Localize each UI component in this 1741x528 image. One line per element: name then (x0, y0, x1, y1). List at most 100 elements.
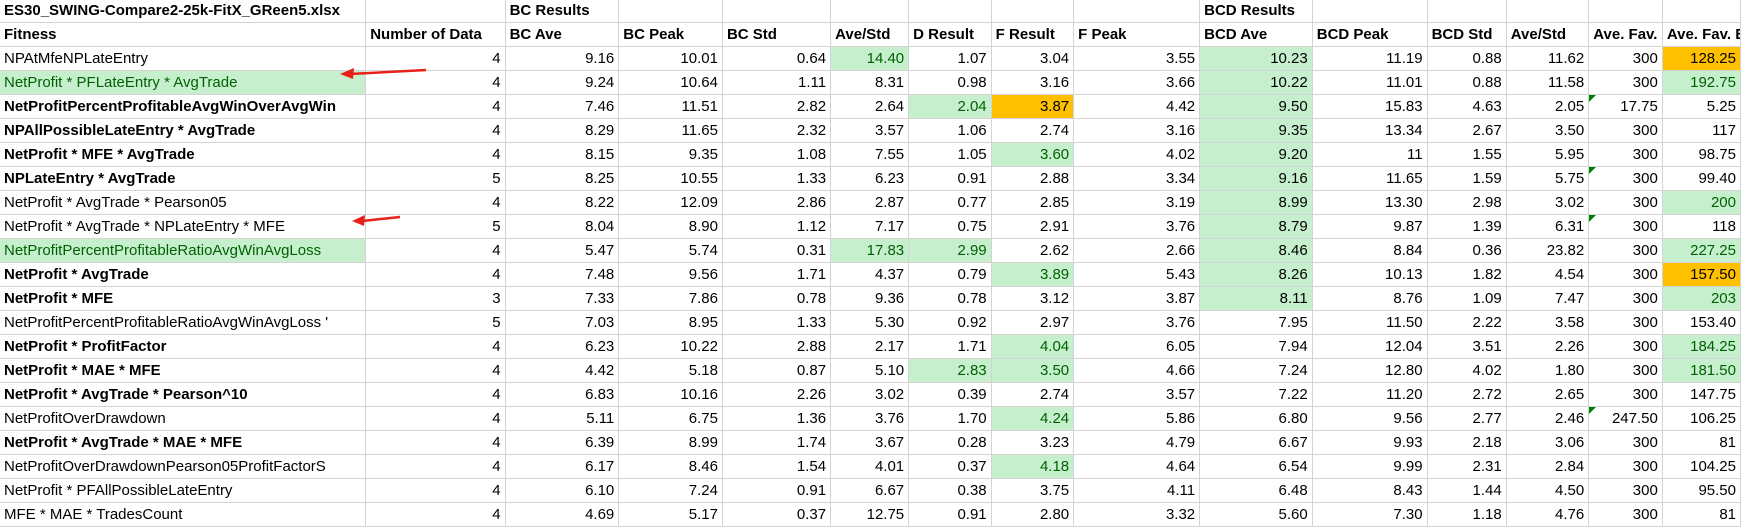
data-cell[interactable]: 2.91 (991, 214, 1075, 239)
data-cell[interactable]: 6.23 (830, 166, 910, 191)
data-cell[interactable]: 1.55 (1427, 142, 1507, 167)
data-cell[interactable]: 4 (365, 70, 506, 95)
data-cell[interactable]: 5.95 (1506, 142, 1590, 167)
data-cell[interactable]: 14.40 (830, 46, 910, 71)
data-cell[interactable]: 4.01 (830, 454, 910, 479)
data-cell[interactable]: 7.46 (505, 94, 620, 119)
cell[interactable] (1427, 0, 1507, 23)
data-cell[interactable]: 8.43 (1312, 478, 1428, 503)
data-cell[interactable]: 0.38 (908, 478, 992, 503)
cell[interactable] (1506, 0, 1590, 23)
data-cell[interactable]: 300 (1588, 142, 1663, 167)
data-cell[interactable]: 300 (1588, 214, 1663, 239)
data-cell[interactable]: 2.22 (1427, 310, 1507, 335)
data-cell[interactable]: 4 (365, 478, 506, 503)
data-cell[interactable]: 1.71 (722, 262, 832, 287)
data-cell[interactable]: 8.26 (1199, 262, 1313, 287)
data-cell[interactable]: 300 (1588, 358, 1663, 383)
data-cell[interactable]: 7.22 (1199, 382, 1313, 407)
data-cell[interactable]: 200 (1662, 190, 1741, 215)
data-cell[interactable]: 7.24 (1199, 358, 1313, 383)
data-cell[interactable]: 300 (1588, 118, 1663, 143)
data-cell[interactable]: 7.03 (505, 310, 620, 335)
data-cell[interactable]: 8.95 (618, 310, 723, 335)
fitness-name-cell[interactable]: NetProfit * PFAllPossibleLateEntry (0, 478, 367, 503)
data-cell[interactable]: 0.91 (722, 478, 832, 503)
data-cell[interactable]: 0.92 (908, 310, 992, 335)
data-cell[interactable]: 8.76 (1312, 286, 1428, 311)
data-cell[interactable]: 6.48 (1199, 478, 1313, 503)
data-cell[interactable]: 3.16 (991, 70, 1075, 95)
data-cell[interactable]: 3.19 (1073, 190, 1201, 215)
data-cell[interactable]: 1.36 (722, 406, 832, 431)
data-cell[interactable]: 5.30 (830, 310, 910, 335)
data-cell[interactable]: 4.37 (830, 262, 910, 287)
data-cell[interactable]: 0.98 (908, 70, 992, 95)
cell[interactable] (991, 0, 1075, 23)
data-cell[interactable]: 1.82 (1427, 262, 1507, 287)
data-cell[interactable]: 10.13 (1312, 262, 1428, 287)
data-cell[interactable]: 0.88 (1427, 46, 1507, 71)
data-cell[interactable]: 0.88 (1427, 70, 1507, 95)
data-cell[interactable]: 4 (365, 430, 506, 455)
fitness-name-cell[interactable]: NPAtMfeNPLateEntry (0, 46, 367, 71)
data-cell[interactable]: 300 (1588, 454, 1663, 479)
data-cell[interactable]: 5.10 (830, 358, 910, 383)
data-cell[interactable]: 6.54 (1199, 454, 1313, 479)
data-cell[interactable]: 6.67 (1199, 430, 1313, 455)
data-cell[interactable]: 5 (365, 166, 506, 191)
data-cell[interactable]: 8.79 (1199, 214, 1313, 239)
data-cell[interactable]: 9.35 (618, 142, 723, 167)
data-cell[interactable]: 3.32 (1073, 502, 1201, 527)
data-cell[interactable]: 8.99 (1199, 190, 1313, 215)
data-cell[interactable]: 11.65 (618, 118, 723, 143)
bc-results-header[interactable]: BC Results (505, 0, 620, 23)
col-header-f-peak[interactable]: F Peak (1073, 22, 1201, 47)
data-cell[interactable]: 2.26 (1506, 334, 1590, 359)
data-cell[interactable]: 4 (365, 502, 506, 527)
data-cell[interactable]: 2.17 (830, 334, 910, 359)
data-cell[interactable]: 4.04 (991, 334, 1075, 359)
data-cell[interactable]: 4.02 (1073, 142, 1201, 167)
data-cell[interactable]: 5.43 (1073, 262, 1201, 287)
data-cell[interactable]: 0.91 (908, 166, 992, 191)
col-header-ave-std[interactable]: Ave/Std (830, 22, 910, 47)
data-cell[interactable]: 2.88 (991, 166, 1075, 191)
data-cell[interactable]: 300 (1588, 262, 1663, 287)
data-cell[interactable]: 7.86 (618, 286, 723, 311)
data-cell[interactable]: 0.91 (908, 502, 992, 527)
data-cell[interactable]: 300 (1588, 190, 1663, 215)
data-cell[interactable]: 7.55 (830, 142, 910, 167)
data-cell[interactable]: 95.50 (1662, 478, 1741, 503)
data-cell[interactable]: 300 (1588, 166, 1663, 191)
data-cell[interactable]: 1.74 (722, 430, 832, 455)
data-cell[interactable]: 10.22 (1199, 70, 1313, 95)
data-cell[interactable]: 1.08 (722, 142, 832, 167)
data-cell[interactable]: 9.87 (1312, 214, 1428, 239)
data-cell[interactable]: 4.50 (1506, 478, 1590, 503)
data-cell[interactable]: 4 (365, 238, 506, 263)
data-cell[interactable]: 81 (1662, 502, 1741, 527)
data-cell[interactable]: 3.50 (1506, 118, 1590, 143)
data-cell[interactable]: 4.69 (505, 502, 620, 527)
data-cell[interactable]: 11.65 (1312, 166, 1428, 191)
data-cell[interactable]: 4.76 (1506, 502, 1590, 527)
data-cell[interactable]: 9.99 (1312, 454, 1428, 479)
data-cell[interactable]: 2.26 (722, 382, 832, 407)
data-cell[interactable]: 6.05 (1073, 334, 1201, 359)
data-cell[interactable]: 8.15 (505, 142, 620, 167)
data-cell[interactable]: 10.22 (618, 334, 723, 359)
data-cell[interactable]: 2.97 (991, 310, 1075, 335)
data-cell[interactable]: 2.82 (722, 94, 832, 119)
data-cell[interactable]: 8.46 (618, 454, 723, 479)
fitness-name-cell[interactable]: NetProfit * MFE (0, 286, 367, 311)
data-cell[interactable]: 9.56 (618, 262, 723, 287)
data-cell[interactable]: 3.58 (1506, 310, 1590, 335)
fitness-name-cell[interactable]: NetProfit * AvgTrade (0, 262, 367, 287)
data-cell[interactable]: 247.50 (1588, 406, 1663, 431)
data-cell[interactable]: 11.58 (1506, 70, 1590, 95)
data-cell[interactable]: 99.40 (1662, 166, 1741, 191)
data-cell[interactable]: 0.79 (908, 262, 992, 287)
data-cell[interactable]: 4.11 (1073, 478, 1201, 503)
col-header-bcd-ave[interactable]: BCD Ave (1199, 22, 1313, 47)
